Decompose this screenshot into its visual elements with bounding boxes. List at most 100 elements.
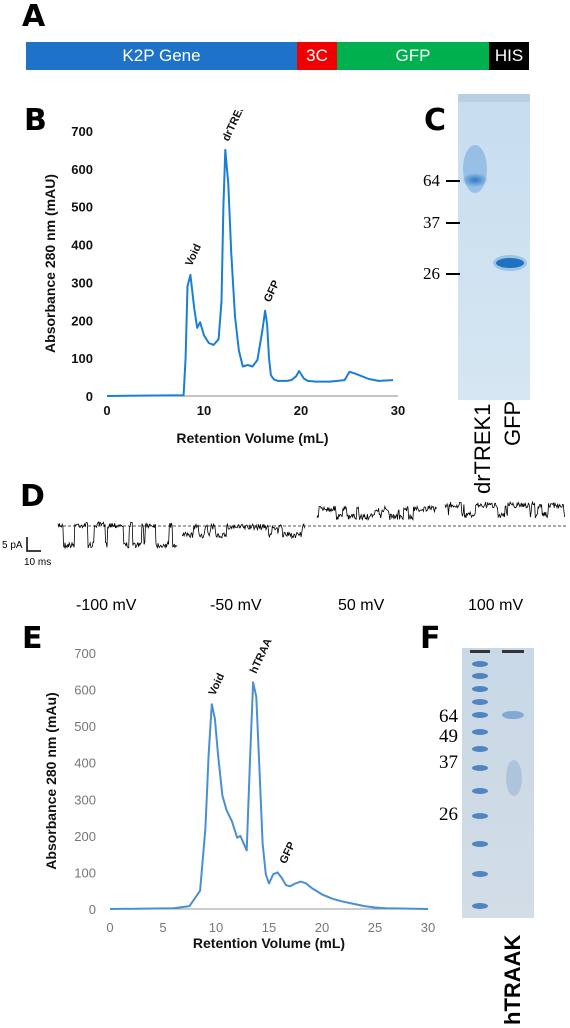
chart-b-peak-label-gfp: GFP (262, 279, 282, 305)
gel-f-ladder-band (472, 841, 488, 847)
gel-f-ladder-band (472, 871, 488, 877)
gel-c-tick-26 (446, 273, 460, 275)
segment-gfp: GFP (337, 42, 489, 70)
panel-label-e: E (22, 621, 43, 656)
chart-b-x-axis-title: Retention Volume (mL) (176, 430, 328, 446)
chart-b-y-tick-label: 0 (86, 389, 93, 404)
chart-e-y-tick-label: 500 (74, 719, 96, 734)
gel-f-ladder-band (472, 712, 488, 718)
chart-e-series-line (109, 681, 429, 910)
panel-label-c: C (424, 103, 447, 138)
chart-b-y-tick-label: 500 (71, 200, 93, 215)
single-channel-traces (26, 500, 568, 552)
gel-f-ladder-band (472, 788, 488, 794)
trace-50 (316, 504, 438, 522)
scale-bar-current: 5 pA (2, 540, 23, 551)
gel-c-band-gfp (496, 258, 524, 268)
gel-c-band-drtrek1 (462, 173, 488, 187)
gel-f-ladder-band (472, 746, 488, 752)
chart-e-y-tick-label: 300 (74, 792, 96, 807)
gel-c-image (458, 94, 530, 400)
chart-e-x-tick-label: 25 (368, 920, 382, 935)
gel-f-marker-49: 49 (439, 726, 458, 747)
chart-b-y-tick-label: 300 (71, 275, 93, 290)
chart-b-x-tick-label: 10 (197, 403, 211, 418)
chart-e-y-axis-title: Absorbance 280 nm (mAu) (43, 692, 59, 869)
gel-f-smear-htraak (506, 760, 522, 796)
panel-label-a: A (22, 0, 46, 34)
chart-e: 0 5 10 15 20 25 300100200300400500600700Retent… (43, 640, 435, 951)
gel-c-marker-37: 37 (423, 213, 440, 232)
panel-label-b: B (24, 103, 47, 138)
gel-c-lane-gfp: GFP (500, 400, 525, 446)
segment-k2p-gene: K2P Gene (26, 42, 297, 70)
chart-e-peak-label-htraak: hTRAAK (248, 640, 278, 676)
gel-c-top-edge (458, 94, 530, 102)
gel-f-ladder-band (472, 729, 488, 735)
gel-f-marker-37: 37 (439, 752, 458, 773)
gel-c-tick-37 (446, 222, 460, 224)
chart-b-y-tick-label: 700 (71, 124, 93, 139)
gel-f-ladder-band (472, 673, 488, 679)
panel-label-f: F (420, 621, 441, 656)
segment-his: HIS (489, 42, 529, 70)
chart-b-x-tick-label: 30 (391, 403, 405, 418)
gel-f-ladder-band (472, 699, 488, 705)
gel-f-lane-htraak: hTRAAK (500, 934, 525, 1025)
gel-f-image (462, 648, 534, 918)
chart-b-x-tick-label: 20 (294, 403, 308, 418)
gel-c-tick-64 (446, 180, 460, 182)
chart-e-x-tick-label: 15 (262, 920, 276, 935)
chart-b-peak-label-void: Void (183, 242, 204, 268)
chart-b-series-line (106, 148, 394, 397)
segment-3c: 3C (297, 42, 337, 70)
chart-e-y-tick-label: 200 (74, 829, 96, 844)
trace-minus50 (181, 522, 305, 540)
chart-b-y-tick-label: 600 (71, 162, 93, 177)
chart-e-y-tick-label: 0 (89, 902, 96, 917)
gel-c-marker-26: 26 (423, 264, 440, 283)
chart-e-y-tick-label: 600 (74, 683, 96, 698)
gel-c-background (458, 94, 530, 400)
voltage-label-100: 100 mV (468, 597, 524, 614)
chart-b-x-tick-label: 0 (103, 403, 110, 418)
voltage-label-50: 50 mV (338, 597, 385, 614)
chart-e-x-tick-label: 30 (421, 920, 435, 935)
voltage-label-minus100: -100 mV (76, 597, 137, 614)
gel-f-well-sample (502, 650, 524, 653)
gel-c-band-gfp-halo (493, 255, 527, 271)
chart-e-y-tick-label: 400 (74, 756, 96, 771)
chart-e-x-axis-title: Retention Volume (mL) (193, 935, 345, 951)
chart-b-peak-label-drtrek1: drTREK1 (220, 110, 251, 143)
trace-100 (444, 500, 566, 519)
chart-b-y-tick-label: 100 (71, 351, 93, 366)
chart-e-x-tick-label: 10 (209, 920, 223, 935)
chart-e-peak-label-void: Void (207, 672, 228, 698)
gel-f-ladder-band (472, 813, 488, 819)
chart-e-x-tick-label: 5 (159, 920, 166, 935)
chart-e-x-tick-label: 0 (106, 920, 113, 935)
chart-e-y-tick-label: 100 (74, 865, 96, 880)
voltage-label-minus50: -50 mV (210, 597, 262, 614)
gel-f-ladder-band (472, 903, 488, 909)
gel-c-marker-64: 64 (423, 171, 440, 190)
gel-f-marker-64: 64 (439, 706, 458, 727)
scale-bar-time: 10 ms (24, 557, 52, 568)
chart-e-peak-label-gfp: GFP (278, 840, 298, 866)
chart-e-x-tick-label: 20 (315, 920, 329, 935)
gel-f-marker-26: 26 (439, 804, 458, 825)
chart-b-y-tick-label: 400 (71, 238, 93, 253)
gel-f-band-htraak (502, 711, 524, 719)
gel-f-ladder-band (472, 765, 488, 771)
chart-b-y-tick-label: 200 (71, 313, 93, 328)
chart-e-y-tick-label: 700 (74, 646, 96, 661)
gel-f-ladder-band (472, 686, 488, 692)
trace-minus100 (57, 521, 178, 549)
panel-label-d: D (20, 479, 45, 514)
chart-b-y-axis-title: Absorbance 280 nm (mAU) (42, 174, 58, 353)
gel-c-lane-drtrek1: drTREK1 (470, 403, 495, 494)
gel-f-well-ladder (470, 650, 490, 653)
gel-f-ladder-band (472, 661, 488, 667)
scale-bar (26, 537, 41, 552)
